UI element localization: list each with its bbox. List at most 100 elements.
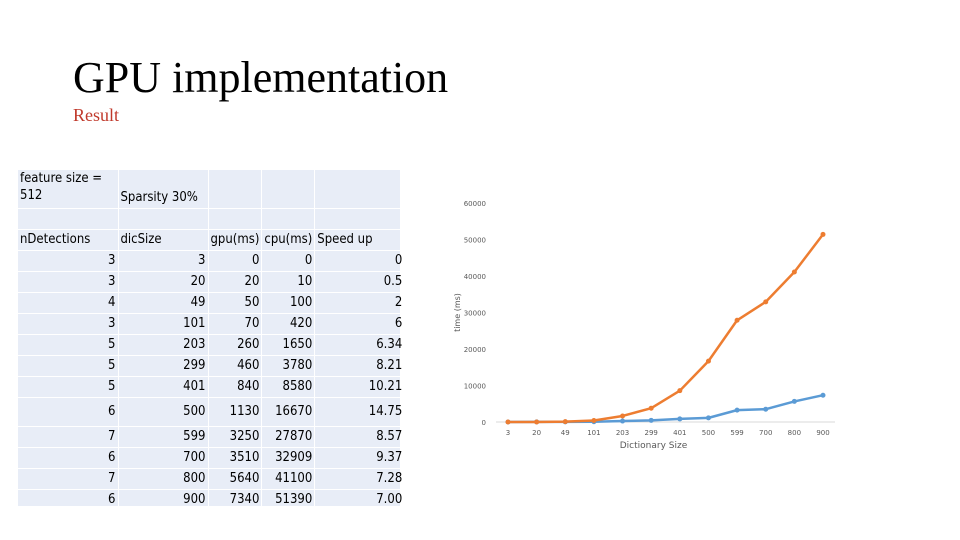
header-speedup: Speed up [314,229,406,251]
gpu-cell: 70 [208,313,263,335]
ndetections-cell: 5 [18,355,119,377]
table-empty-row [18,510,406,532]
speedup-cell: 10.21 [314,376,406,398]
gpu-cell: 5640 [208,468,263,490]
x-tick-label: 700 [759,429,772,437]
speedup-cell: 8.57 [314,426,406,448]
x-tick-label: 800 [788,429,801,437]
cpu-cell: 41100 [261,468,316,490]
cpu-cell: 3780 [261,355,316,377]
table-row: 4 49 50 100 2 [18,292,406,314]
dicsize-cell: 20 [118,271,209,293]
gpu-cell: 840 [208,376,263,398]
x-tick-label: 49 [561,429,570,437]
data-point [677,388,683,394]
speedup-cell: 2 [314,292,406,314]
data-point [763,406,769,412]
table-row: 5 401 840 8580 10.21 [18,376,406,398]
data-point [534,419,540,425]
speedup-cell: 0 [314,250,406,272]
cpu-cell: 16670 [261,397,316,427]
x-tick-label: 203 [616,429,629,437]
data-point [734,317,740,323]
speedup-cell: 7.28 [314,468,406,490]
ndetections-cell: 3 [18,250,119,272]
gpu-cell: 50 [208,292,263,314]
gpu-cell: 460 [208,355,263,377]
ndetections-cell: 6 [18,489,119,511]
data-point [820,392,826,398]
x-tick-label: 900 [816,429,829,437]
speedup-cell: 0.5 [314,271,406,293]
x-axis-label: Dictionary Size [620,441,688,451]
gpu-cell: 7340 [208,489,263,511]
cpu-cell: 51390 [261,489,316,511]
y-tick-label: 40000 [464,273,486,281]
ndetections-cell: 5 [18,376,119,398]
dicsize-cell: 203 [118,334,209,356]
data-point [705,415,711,421]
table-meta-row: feature size = 512 Sparsity 30% [18,170,406,209]
cpu-cell: 0 [261,250,316,272]
speedup-cell: 6 [314,313,406,335]
gpu-cell: 3510 [208,447,263,469]
gpu-cell: 260 [208,334,263,356]
table-header-row: nDetections dicSize gpu(ms) cpu(ms) Spee… [18,229,406,251]
speedup-cell: 14.75 [314,397,406,427]
table-row: 7 599 3250 27870 8.57 [18,426,406,448]
dicsize-cell: 101 [118,313,209,335]
x-tick-label: 401 [673,429,686,437]
header-cpu: cpu(ms) [261,229,316,251]
feature-size-label: feature size = [20,171,103,186]
x-tick-label: 101 [587,429,600,437]
data-point [620,413,626,419]
x-tick-label: 500 [702,429,715,437]
ndetections-cell: 7 [18,426,119,448]
cpu-cell: 100 [261,292,316,314]
table-row: 6 500 1130 16670 14.75 [18,397,406,427]
cpu-cell: 420 [261,313,316,335]
header-ndetections: nDetections [18,229,119,251]
table-row: 7 800 5640 41100 7.28 [18,468,406,490]
data-point [562,419,568,425]
y-axis-label: time (ms) [453,293,462,332]
ndetections-cell: 6 [18,447,119,469]
speedup-cell: 7.00 [314,489,406,511]
ndetections-cell: 3 [18,313,119,335]
data-point [820,231,826,237]
ndetections-cell: 4 [18,292,119,314]
table-row: 5 299 460 3780 8.21 [18,355,406,377]
y-tick-label: 0 [482,419,486,427]
table-row: 3 101 70 420 6 [18,313,406,335]
dicsize-cell: 599 [118,426,209,448]
speedup-cell: 9.37 [314,447,406,469]
cpu-cell: 1650 [261,334,316,356]
feature-size-value: 512 [20,188,43,203]
data-point [734,407,740,413]
x-tick-label: 3 [506,429,510,437]
data-point [648,417,654,423]
dicsize-cell: 700 [118,447,209,469]
gpu-cell: 20 [208,271,263,293]
table-row: 6 700 3510 32909 9.37 [18,447,406,469]
series-group [505,231,826,425]
line-chart: 0 10000 20000 30000 40000 50000 60000 3 20 49 101… [453,200,835,451]
data-point [620,418,626,424]
data-point [705,358,711,364]
table-row: 3 20 20 10 0.5 [18,271,406,293]
x-tick-label: 599 [730,429,743,437]
feature-size-cell: feature size = 512 [18,170,119,209]
gpu-cell: 1130 [208,397,263,427]
ndetections-cell: 3 [18,271,119,293]
dicsize-cell: 49 [118,292,209,314]
slide-subtitle: Result [73,105,120,125]
speedup-cell: 6.34 [314,334,406,356]
dicsize-cell: 3 [118,250,209,272]
table-row: 6 900 7340 51390 7.00 [18,489,406,511]
cpu-cell: 32909 [261,447,316,469]
gpu-cell: 0 [208,250,263,272]
y-tick-label: 10000 [464,383,486,391]
ndetections-cell: 5 [18,334,119,356]
dicsize-cell: 401 [118,376,209,398]
